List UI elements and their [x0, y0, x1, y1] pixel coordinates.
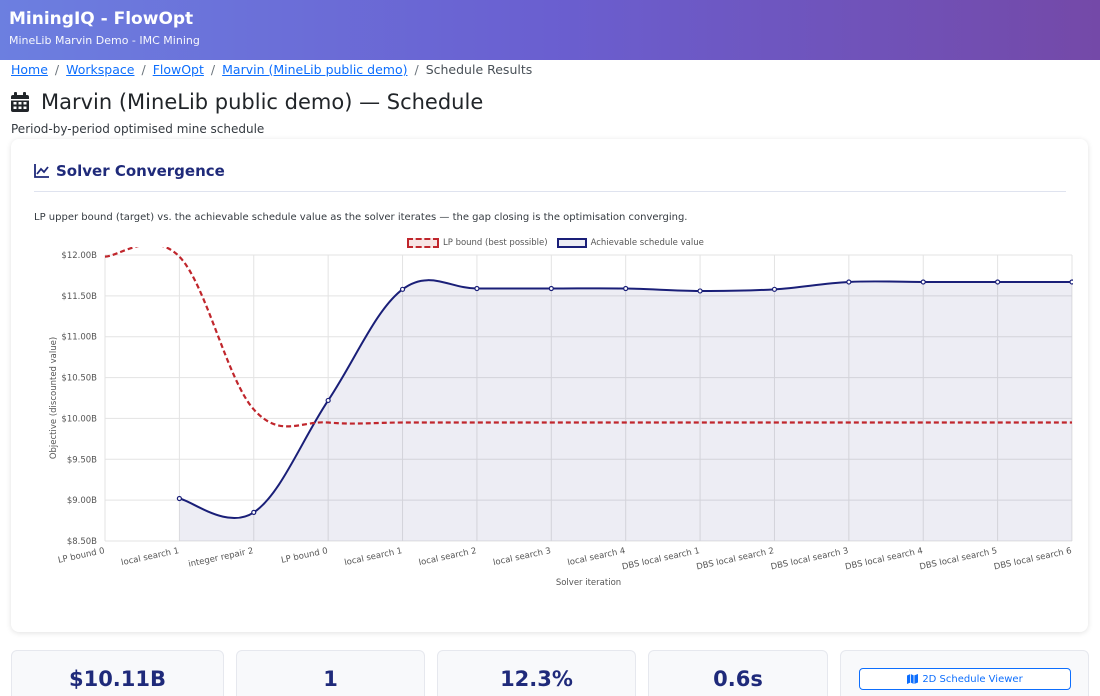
y-tick-label: $9.00B: [67, 496, 97, 506]
card-header: Solver Convergence: [34, 161, 225, 181]
x-tick-label: local search 1: [120, 546, 180, 568]
x-tick-label: local search 3: [492, 546, 552, 568]
legend-label: Achievable schedule value: [590, 238, 704, 248]
x-tick-label: local search 1: [344, 546, 404, 568]
convergence-chart: $12.00B $11.50B $11.00B $10.50B $10.00B $9.50…: [49, 247, 1073, 588]
app-title: MiningIQ - FlowOpt: [9, 9, 194, 29]
legend-swatch-solid: [556, 238, 587, 248]
breadcrumb-flowopt[interactable]: FlowOpt: [152, 61, 204, 77]
y-tick-label: $11.50B: [61, 292, 97, 302]
achievable-point: [474, 285, 480, 292]
stat-value: 12.3%: [500, 667, 573, 691]
x-tick-label: LP bound 0: [57, 546, 105, 566]
breadcrumb-separator: /: [414, 61, 419, 77]
achievable-point: [399, 286, 406, 292]
x-tick-label: DBS local search 5: [919, 546, 999, 572]
achievable-point: [771, 286, 778, 292]
card-description: LP upper bound (target) vs. the achievab…: [34, 212, 688, 223]
achievable-point: [176, 495, 182, 502]
legend-item-lp-bound[interactable]: LP bound (best possible): [407, 238, 548, 248]
breadcrumb-separator: /: [141, 61, 146, 77]
app-subtitle: MineLib Marvin Demo - IMC Mining: [9, 34, 200, 47]
stat-value: $10.11B: [68, 667, 167, 691]
stat-value: 1: [323, 667, 338, 691]
x-tick-label: LP bound 0: [280, 546, 328, 566]
y-tick-label: $11.00B: [61, 333, 97, 343]
achievable-area: [179, 280, 1072, 541]
y-tick-label: $9.50B: [67, 455, 97, 465]
x-tick-label: DBS local search 3: [770, 546, 850, 572]
schedule-viewer-button[interactable]: 2D Schedule Viewer: [859, 668, 1071, 690]
x-tick-label: DBS local search 6: [993, 546, 1073, 572]
y-tick-label: $10.00B: [61, 414, 97, 424]
achievable-point: [920, 279, 926, 285]
achievable-point: [325, 397, 331, 404]
stat-card-count: 1: [236, 650, 425, 696]
x-tick-label: integer repair 2: [188, 546, 255, 570]
breadcrumb-separator: /: [210, 61, 216, 77]
x-tick-label: DBS local search 2: [696, 546, 776, 572]
page-title: Marvin (MineLib public demo) — Schedule: [10, 88, 483, 116]
legend-label: LP bound (best possible): [443, 238, 548, 248]
stat-card-time: 0.6s: [648, 650, 828, 696]
y-axis-title: Objective (discounted value): [49, 337, 59, 459]
line-chart-icon: [34, 164, 49, 178]
card-divider: [34, 191, 1066, 192]
chart-legend: LP bound (best possible) Achievable sche…: [407, 237, 713, 249]
stat-card-actions: 2D Schedule Viewer: [840, 650, 1089, 696]
x-tick-label: local search 4: [567, 546, 627, 568]
lp-bound-line: [104, 247, 1072, 428]
y-tick-label: $8.50B: [67, 537, 97, 547]
app-header: MiningIQ - FlowOpt MineLib Marvin Demo -…: [0, 0, 1100, 60]
achievable-line: [179, 279, 1072, 519]
x-tick-label: DBS local search 1: [621, 546, 701, 572]
breadcrumb-current: Schedule Results: [425, 61, 533, 77]
x-tick-label: local search 2: [418, 546, 478, 568]
card-title: Solver Convergence: [56, 162, 225, 180]
stat-card-objective: $10.11B: [11, 650, 224, 696]
achievable-point: [623, 285, 629, 292]
page-subtitle: Period-by-period optimised mine schedule: [11, 122, 265, 136]
legend-swatch-dashed: [407, 238, 439, 248]
achievable-point: [548, 285, 554, 292]
breadcrumb-home[interactable]: Home: [11, 61, 48, 77]
achievable-point: [697, 288, 703, 294]
achievable-point: [1069, 279, 1073, 285]
y-tick-label: $10.50B: [61, 374, 97, 384]
breadcrumb-separator: /: [54, 61, 60, 77]
page-title-text: Marvin (MineLib public demo) — Schedule: [41, 90, 484, 114]
achievable-point: [995, 279, 1001, 285]
achievable-point: [846, 279, 852, 285]
schedule-viewer-label: 2D Schedule Viewer: [922, 673, 1023, 685]
x-tick-label: DBS local search 4: [844, 546, 924, 572]
stat-card-gap: 12.3%: [437, 650, 636, 696]
breadcrumb-project[interactable]: Marvin (MineLib public demo): [222, 61, 408, 77]
breadcrumb-workspace[interactable]: Workspace: [66, 61, 135, 77]
calendar-icon: [10, 91, 30, 113]
achievable-point: [251, 509, 257, 515]
convergence-card: Solver Convergence LP upper bound (targe…: [11, 139, 1088, 632]
x-axis-title: Solver iteration: [556, 578, 621, 588]
stat-value: 0.6s: [713, 667, 763, 691]
y-tick-label: $12.00B: [61, 251, 97, 261]
map-icon: [907, 674, 919, 684]
legend-item-achievable[interactable]: Achievable schedule value: [556, 238, 704, 248]
breadcrumb: Home / Workspace / FlowOpt / Marvin (Min…: [11, 61, 532, 77]
